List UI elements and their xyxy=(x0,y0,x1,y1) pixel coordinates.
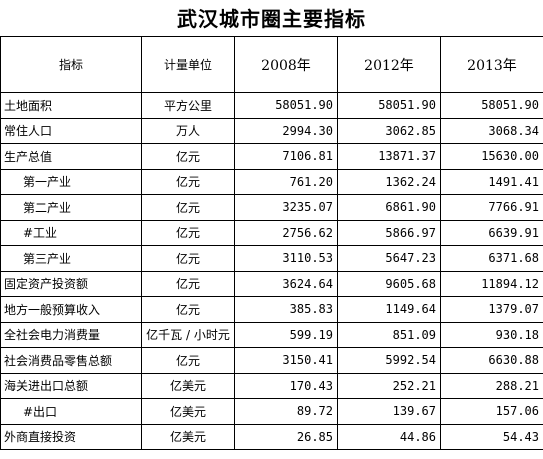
table-row: 社会消费品零售总额 亿元 3150.41 5992.54 6630.88 xyxy=(0,347,543,374)
header-unit: 计量单位 xyxy=(141,36,235,93)
table-row: 第一产业 亿元 761.20 1362.24 1491.41 xyxy=(0,168,543,195)
row-indicator-name: 第三产业 xyxy=(0,245,142,272)
row-value-2008: 599.19 xyxy=(234,321,338,348)
row-value-2013: 930.18 xyxy=(440,321,543,348)
table-row: 海关进出口总额 亿美元 170.43 252.21 288.21 xyxy=(0,372,543,399)
row-value-2012: 44.86 xyxy=(337,423,441,450)
row-value-2008: 3110.53 xyxy=(234,245,338,272)
row-value-2012: 6861.90 xyxy=(337,194,441,221)
row-value-2008: 170.43 xyxy=(234,372,338,399)
row-value-2008: 26.85 xyxy=(234,423,338,450)
row-value-2013: 15630.00 xyxy=(440,143,543,170)
table-row: 第二产业 亿元 3235.07 6861.90 7766.91 xyxy=(0,194,543,221)
table-row: 外商直接投资 亿美元 26.85 44.86 54.43 xyxy=(0,423,543,450)
row-indicator-name: 全社会电力消费量 xyxy=(0,321,142,348)
row-indicator-name: 固定资产投资额 xyxy=(0,270,142,297)
table-row: #出口 亿美元 89.72 139.67 157.06 xyxy=(0,398,543,425)
row-unit: 亿元 xyxy=(141,347,235,374)
row-value-2013: 11894.12 xyxy=(440,270,543,297)
row-value-2012: 9605.68 xyxy=(337,270,441,297)
row-unit: 亿元 xyxy=(141,270,235,297)
row-indicator-name: 第一产业 xyxy=(0,168,142,195)
row-value-2012: 13871.37 xyxy=(337,143,441,170)
row-value-2013: 7766.91 xyxy=(440,194,543,221)
row-value-2012: 5866.97 xyxy=(337,219,441,246)
row-value-2012: 139.67 xyxy=(337,398,441,425)
table-row: 第三产业 亿元 3110.53 5647.23 6371.68 xyxy=(0,245,543,272)
row-indicator-name: 外商直接投资 xyxy=(0,423,142,450)
row-value-2008: 89.72 xyxy=(234,398,338,425)
row-value-2013: 3068.34 xyxy=(440,117,543,144)
row-unit: 亿元 xyxy=(141,219,235,246)
table-row: #工业 亿元 2756.62 5866.97 6639.91 xyxy=(0,219,543,246)
row-indicator-name: #工业 xyxy=(0,219,142,246)
row-value-2012: 58051.90 xyxy=(337,92,441,119)
row-value-2008: 2994.30 xyxy=(234,117,338,144)
row-value-2008: 3624.64 xyxy=(234,270,338,297)
row-value-2013: 6639.91 xyxy=(440,219,543,246)
table-row: 全社会电力消费量 亿千瓦 / 小时元 599.19 851.09 930.18 xyxy=(0,321,543,348)
row-indicator-name: 海关进出口总额 xyxy=(0,372,142,399)
table-row: 地方一般预算收入 亿元 385.83 1149.64 1379.07 xyxy=(0,296,543,323)
row-value-2013: 58051.90 xyxy=(440,92,543,119)
row-value-2013: 1379.07 xyxy=(440,296,543,323)
row-unit: 亿美元 xyxy=(141,398,235,425)
row-value-2012: 252.21 xyxy=(337,372,441,399)
row-value-2012: 5647.23 xyxy=(337,245,441,272)
row-unit: 平方公里 xyxy=(141,92,235,119)
page-title: 武汉城市圈主要指标 xyxy=(177,7,366,31)
row-value-2012: 1149.64 xyxy=(337,296,441,323)
header-indicator: 指标 xyxy=(0,36,142,93)
row-unit: 亿千瓦 / 小时元 xyxy=(141,321,235,348)
row-value-2008: 761.20 xyxy=(234,168,338,195)
row-value-2013: 288.21 xyxy=(440,372,543,399)
row-value-2008: 7106.81 xyxy=(234,143,338,170)
table-row: 固定资产投资额 亿元 3624.64 9605.68 11894.12 xyxy=(0,270,543,297)
row-indicator-name: #出口 xyxy=(0,398,142,425)
header-year-2013: 2013年 xyxy=(440,36,543,93)
table-row: 生产总值 亿元 7106.81 13871.37 15630.00 xyxy=(0,143,543,170)
row-indicator-name: 地方一般预算收入 xyxy=(0,296,142,323)
indicator-table: 指标 计量单位 2008年 2012年 2013年 土地面积 平方公里 58051.… xyxy=(0,36,543,450)
table-row: 土地面积 平方公里 58051.90 58051.90 58051.90 xyxy=(0,92,543,119)
row-unit: 亿元 xyxy=(141,245,235,272)
row-unit: 亿元 xyxy=(141,168,235,195)
row-value-2012: 5992.54 xyxy=(337,347,441,374)
row-value-2008: 3150.41 xyxy=(234,347,338,374)
header-year-2012: 2012年 xyxy=(337,36,441,93)
row-value-2013: 1491.41 xyxy=(440,168,543,195)
row-value-2013: 54.43 xyxy=(440,423,543,450)
row-unit: 万人 xyxy=(141,117,235,144)
row-value-2012: 3062.85 xyxy=(337,117,441,144)
row-indicator-name: 生产总值 xyxy=(0,143,142,170)
row-value-2013: 157.06 xyxy=(440,398,543,425)
header-year-2008: 2008年 xyxy=(234,36,338,93)
row-value-2008: 385.83 xyxy=(234,296,338,323)
row-indicator-name: 社会消费品零售总额 xyxy=(0,347,142,374)
row-unit: 亿元 xyxy=(141,194,235,221)
header-row: 指标 计量单位 2008年 2012年 2013年 xyxy=(0,36,543,93)
row-indicator-name: 常住人口 xyxy=(0,117,142,144)
row-value-2012: 1362.24 xyxy=(337,168,441,195)
row-unit: 亿美元 xyxy=(141,372,235,399)
row-value-2008: 2756.62 xyxy=(234,219,338,246)
row-unit: 亿美元 xyxy=(141,423,235,450)
row-indicator-name: 第二产业 xyxy=(0,194,142,221)
row-value-2008: 58051.90 xyxy=(234,92,338,119)
row-value-2012: 851.09 xyxy=(337,321,441,348)
row-unit: 亿元 xyxy=(141,143,235,170)
row-indicator-name: 土地面积 xyxy=(0,92,142,119)
table-body: 土地面积 平方公里 58051.90 58051.90 58051.90 常住人口 万人 29… xyxy=(0,92,543,450)
row-value-2013: 6630.88 xyxy=(440,347,543,374)
row-value-2013: 6371.68 xyxy=(440,245,543,272)
table-row: 常住人口 万人 2994.30 3062.85 3068.34 xyxy=(0,117,543,144)
row-unit: 亿元 xyxy=(141,296,235,323)
row-value-2008: 3235.07 xyxy=(234,194,338,221)
